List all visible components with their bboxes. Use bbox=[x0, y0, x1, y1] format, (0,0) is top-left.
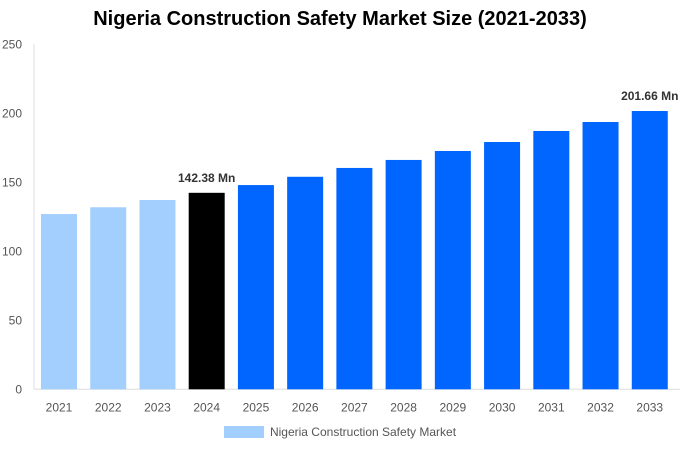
bar-2021 bbox=[41, 214, 77, 390]
x-tick-label: 2029 bbox=[439, 400, 466, 414]
x-tick-label: 2025 bbox=[243, 400, 270, 414]
bar-2033 bbox=[631, 111, 668, 390]
bar-2024 bbox=[188, 192, 225, 390]
x-tick-label: 2027 bbox=[341, 400, 368, 414]
x-tick-label: 2033 bbox=[636, 400, 663, 414]
legend-label: Nigeria Construction Safety Market bbox=[269, 425, 457, 439]
data-label-2033: 201.66 Mn bbox=[621, 89, 678, 103]
legend-swatch bbox=[223, 426, 264, 438]
data-label-2024: 142.38 Mn bbox=[178, 171, 235, 185]
legend: Nigeria Construction Safety Market bbox=[0, 425, 680, 439]
bar-2023 bbox=[139, 199, 176, 390]
y-tick-label: 100 bbox=[2, 244, 22, 258]
bar-2026 bbox=[287, 176, 324, 390]
x-tick-label: 2023 bbox=[144, 400, 171, 414]
bar-2032 bbox=[582, 121, 619, 390]
bar-2027 bbox=[336, 167, 373, 390]
x-tick-label: 2024 bbox=[193, 400, 220, 414]
bar-2031 bbox=[533, 130, 570, 390]
bar-2030 bbox=[484, 142, 521, 390]
bar-2022 bbox=[90, 207, 127, 390]
bar-2029 bbox=[434, 150, 471, 390]
bar-2028 bbox=[385, 159, 422, 390]
y-tick-label: 250 bbox=[2, 37, 22, 51]
y-tick-label: 50 bbox=[9, 313, 23, 327]
y-tick-label: 0 bbox=[15, 382, 22, 396]
y-tick-label: 150 bbox=[2, 175, 22, 189]
x-tick-label: 2031 bbox=[538, 400, 565, 414]
x-tick-label: 2028 bbox=[390, 400, 417, 414]
x-tick-label: 2030 bbox=[489, 400, 516, 414]
x-tick-label: 2026 bbox=[292, 400, 319, 414]
x-tick-label: 2032 bbox=[587, 400, 614, 414]
y-tick-label: 200 bbox=[2, 106, 22, 120]
bar-2025 bbox=[237, 185, 274, 390]
x-tick-label: 2022 bbox=[95, 400, 122, 414]
chart-title: Nigeria Construction Safety Market Size … bbox=[93, 8, 587, 30]
x-tick-label: 2021 bbox=[46, 400, 73, 414]
